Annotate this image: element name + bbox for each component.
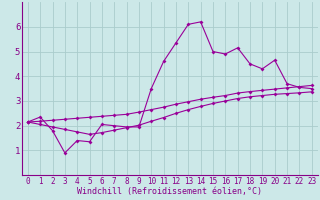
X-axis label: Windchill (Refroidissement éolien,°C): Windchill (Refroidissement éolien,°C) bbox=[77, 187, 262, 196]
